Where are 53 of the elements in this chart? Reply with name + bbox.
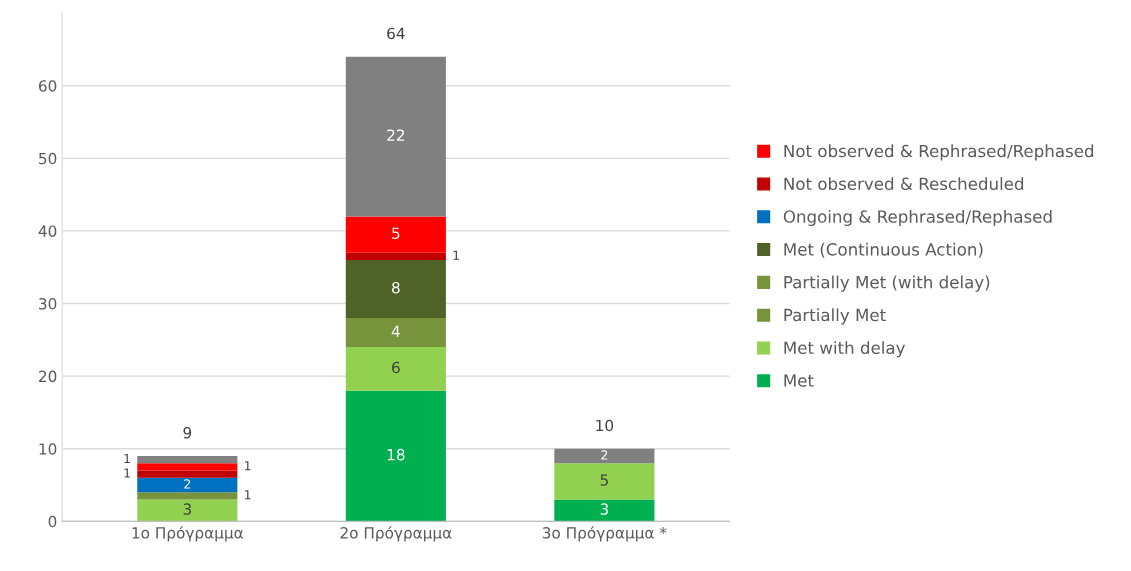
- bar: [345, 252, 446, 260]
- legend-label: Met (Continuous Action): [784, 242, 983, 258]
- y-tick-label: 30: [39, 297, 57, 310]
- bar: [137, 499, 238, 522]
- bar: [137, 455, 238, 464]
- data-label: 3: [183, 503, 191, 515]
- y-tick-label: 40: [38, 225, 57, 237]
- y-tick-label: 10: [39, 443, 57, 455]
- legend-label: Not observed & Rephrased/Rephased: [784, 144, 1094, 161]
- y-tick-label: 60: [38, 80, 57, 92]
- bar: [137, 477, 238, 493]
- data-label: 1: [124, 453, 130, 464]
- data-label: 18: [387, 448, 405, 461]
- bar: [345, 390, 446, 522]
- legend-label: Partially Met (with delay): [784, 275, 990, 292]
- y-tick-label: 50: [39, 152, 57, 165]
- data-label: 1: [453, 250, 459, 260]
- data-label: 5: [600, 474, 608, 486]
- x-tick-label: 3ο Πρόγραμμα *: [542, 526, 667, 542]
- data-label: 1: [245, 490, 251, 500]
- data-label: 2: [601, 450, 608, 460]
- bar: [345, 259, 446, 319]
- data-label: 3: [600, 503, 609, 515]
- data-label: 8: [392, 281, 400, 294]
- bar: [137, 492, 238, 500]
- total-label: 9: [183, 426, 192, 439]
- bar: [137, 470, 238, 478]
- data-label: 2: [184, 479, 191, 489]
- data-label: 4: [391, 325, 400, 337]
- total-label: 64: [387, 27, 405, 40]
- bar: [554, 448, 655, 464]
- bar: [345, 216, 446, 253]
- legend-label: Met: [784, 374, 814, 387]
- x-tick-label: 2ο Πρόγραμμα: [340, 526, 452, 542]
- legend-label: Partially Met: [784, 308, 886, 325]
- bar: [554, 499, 655, 522]
- data-label: 1: [245, 461, 251, 471]
- bar: [345, 318, 446, 348]
- legend-label: Ongoing & Rephrased/Rephased: [783, 209, 1052, 227]
- data-label: 5: [392, 227, 400, 239]
- y-tick-label: 20: [39, 370, 57, 383]
- data-label: 22: [387, 129, 405, 141]
- bar: [345, 347, 446, 391]
- bar: [554, 463, 655, 500]
- total-label: 10: [596, 419, 614, 432]
- bar: [345, 56, 446, 217]
- legend-label: Not observed & Rescheduled: [784, 177, 1024, 191]
- data-label: 1: [124, 468, 130, 478]
- x-tick-label: 1ο Πρόγραμμα: [132, 526, 243, 542]
- y-tick-label: 0: [48, 515, 57, 528]
- legend-label: Met with delay: [784, 341, 906, 358]
- bar: [137, 463, 238, 471]
- data-label: 6: [392, 361, 400, 374]
